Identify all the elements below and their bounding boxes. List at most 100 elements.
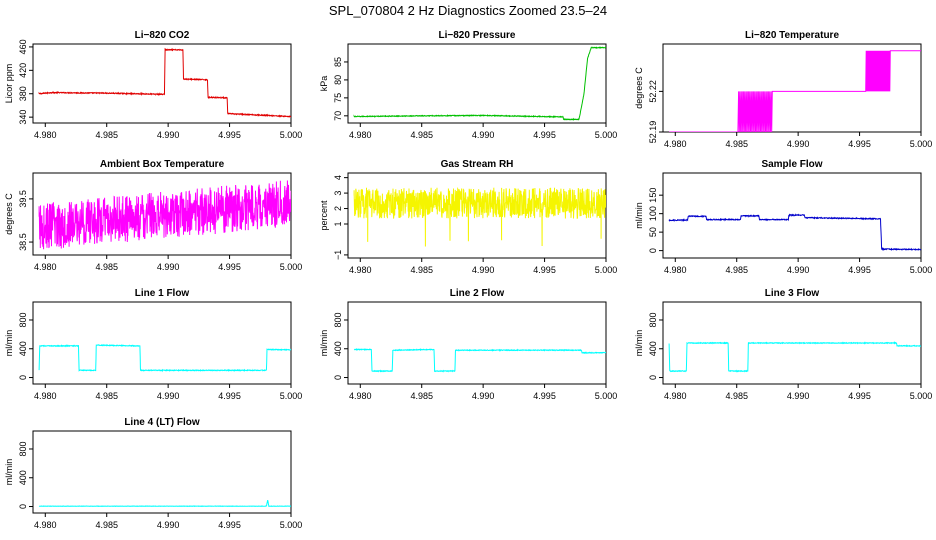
- panel-3: Li−820 Temperature 4.980 4.985 4.990 4.995 5.…: [634, 30, 932, 149]
- y-tick-label: 400: [18, 470, 28, 485]
- y-tick-label: 800: [18, 312, 28, 327]
- panel-title: Ambient Box Temperature: [100, 159, 225, 170]
- x-tick-label: 4.990: [157, 130, 180, 140]
- x-tick-label: 4.985: [410, 391, 433, 401]
- panel-6: Sample Flow 4.980 4.985 4.990 4.995 5.000 0 50 1…: [634, 159, 932, 275]
- panel-title: Li−820 Pressure: [439, 30, 516, 41]
- panel-10: Line 4 (LT) Flow 4.980 4.985 4.990 4.995 5.00…: [4, 417, 302, 530]
- panel-title: Line 3 Flow: [765, 288, 820, 299]
- y-tick-label: 50: [648, 227, 658, 237]
- plot-frame: [347, 172, 607, 259]
- x-tick-label: 4.995: [218, 262, 241, 272]
- y-tick-label: 38.5: [18, 233, 28, 251]
- y-tick-label: 0: [333, 375, 343, 380]
- plot-frame: [662, 43, 922, 133]
- y-tick-label: 380: [18, 86, 28, 101]
- x-tick-label: 4.995: [533, 265, 556, 275]
- y-tick-label: 0: [648, 248, 658, 253]
- y-axis-label: ml/min: [634, 330, 644, 357]
- x-tick-label: 5.000: [910, 265, 933, 275]
- x-tick-label: 4.985: [410, 130, 433, 140]
- x-tick-label: 4.995: [218, 520, 241, 530]
- series-line: [38, 343, 291, 373]
- series-line: [353, 348, 606, 373]
- y-tick-label: 400: [333, 341, 343, 356]
- series-line: [668, 213, 921, 252]
- x-tick-label: 4.980: [349, 130, 372, 140]
- x-tick-label: 4.980: [34, 391, 57, 401]
- x-tick-label: 4.995: [848, 265, 871, 275]
- y-tick-label: 400: [648, 341, 658, 356]
- x-tick-label: 4.985: [725, 139, 748, 149]
- x-tick-label: 4.980: [664, 391, 687, 401]
- x-tick-label: 4.980: [349, 265, 372, 275]
- y-tick-label: 52.19: [648, 121, 658, 144]
- x-tick-label: 5.000: [280, 520, 303, 530]
- x-tick-label: 4.990: [472, 130, 495, 140]
- y-tick-label: 0: [648, 375, 658, 380]
- y-axis-label: Licor ppm: [4, 64, 14, 104]
- y-axis-label: ml/min: [319, 330, 329, 357]
- panel-title: Li−820 Temperature: [745, 30, 839, 41]
- panel-title: Line 2 Flow: [450, 288, 505, 299]
- y-tick-label: 75: [333, 93, 343, 103]
- y-axis-label: ml/min: [634, 202, 644, 229]
- plot-frame: [32, 430, 292, 514]
- y-axis-label: ml/min: [4, 459, 14, 486]
- panel-8: Line 2 Flow 4.980 4.985 4.990 4.995 5.000 0 400…: [319, 288, 617, 401]
- x-tick-label: 4.990: [472, 265, 495, 275]
- x-tick-label: 4.985: [725, 391, 748, 401]
- y-axis-label: degrees C: [634, 67, 644, 109]
- x-tick-label: 5.000: [595, 265, 618, 275]
- y-tick-label: 0: [18, 375, 28, 380]
- plot-frame: [32, 43, 292, 124]
- x-tick-label: 4.980: [34, 262, 57, 272]
- y-tick-label: 2: [333, 206, 343, 211]
- panel-5: Gas Stream RH 4.980 4.985 4.990 4.995 5.000 −1…: [319, 159, 617, 275]
- series-line: [353, 187, 606, 247]
- y-tick-label: 340: [18, 110, 28, 125]
- y-tick-label: 80: [333, 75, 343, 85]
- y-axis-label: percent: [319, 200, 329, 231]
- x-tick-label: 4.985: [725, 265, 748, 275]
- figure-title: SPL_070804 2 Hz Diagnostics Zoomed 23.5–…: [329, 3, 607, 18]
- panel-9: Line 3 Flow 4.980 4.985 4.990 4.995 5.000 0 400…: [634, 288, 932, 401]
- plot-frame: [347, 301, 607, 385]
- y-tick-label: 0: [18, 504, 28, 509]
- series-line: [38, 47, 291, 118]
- x-tick-label: 4.985: [95, 520, 118, 530]
- x-tick-label: 5.000: [910, 391, 933, 401]
- y-tick-label: 150: [648, 188, 658, 203]
- x-tick-label: 5.000: [595, 391, 618, 401]
- x-tick-label: 4.995: [218, 130, 241, 140]
- panel-7: Line 1 Flow 4.980 4.985 4.990 4.995 5.000 0 400…: [4, 288, 302, 401]
- y-tick-label: 70: [333, 111, 343, 121]
- x-tick-label: 4.990: [787, 265, 810, 275]
- plot-frame: [32, 301, 292, 385]
- plot-frame: [347, 43, 607, 124]
- panel-title: Li−820 CO2: [135, 30, 190, 41]
- x-tick-label: 4.980: [34, 130, 57, 140]
- y-tick-label: 800: [333, 312, 343, 327]
- x-tick-label: 4.995: [848, 391, 871, 401]
- panel-title: Line 4 (LT) Flow: [124, 417, 200, 428]
- x-tick-label: 4.995: [533, 391, 556, 401]
- y-tick-label: 800: [648, 312, 658, 327]
- x-tick-label: 4.985: [95, 130, 118, 140]
- x-tick-label: 4.995: [218, 391, 241, 401]
- x-tick-label: 5.000: [280, 391, 303, 401]
- x-tick-label: 4.980: [664, 139, 687, 149]
- plot-frame: [662, 172, 922, 259]
- panel-2: Li−820 Pressure 4.980 4.985 4.990 4.995 5.000…: [319, 30, 617, 140]
- x-tick-label: 4.985: [410, 265, 433, 275]
- y-tick-label: 3: [333, 191, 343, 196]
- x-tick-label: 4.990: [157, 391, 180, 401]
- x-tick-label: 4.990: [157, 262, 180, 272]
- panel-title: Line 1 Flow: [135, 288, 190, 299]
- panel-4: Ambient Box Temperature 4.980 4.985 4.990 4.…: [4, 159, 302, 272]
- series-line: [668, 341, 921, 373]
- y-tick-label: 39.5: [18, 190, 28, 208]
- x-tick-label: 4.995: [533, 130, 556, 140]
- series-line: [353, 46, 606, 121]
